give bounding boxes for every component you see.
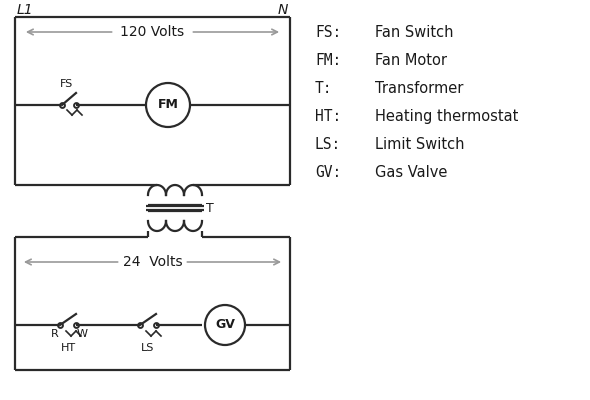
Text: R: R [51,329,59,339]
Text: HT: HT [60,343,76,353]
Text: GV: GV [215,318,235,332]
Text: Heating thermostat: Heating thermostat [375,109,519,124]
Text: L1: L1 [17,3,34,17]
Text: FS: FS [60,79,73,89]
Text: W: W [77,329,88,339]
Text: Limit Switch: Limit Switch [375,137,464,152]
Text: T: T [206,202,214,214]
Text: LS:: LS: [315,137,341,152]
Text: 24  Volts: 24 Volts [123,255,182,269]
Text: FM:: FM: [315,53,341,68]
Text: Fan Motor: Fan Motor [375,53,447,68]
Text: N: N [278,3,288,17]
Text: GV:: GV: [315,165,341,180]
Text: FS:: FS: [315,25,341,40]
Text: FM: FM [158,98,178,112]
Text: 120 Volts: 120 Volts [120,25,185,39]
Text: Transformer: Transformer [375,81,463,96]
Text: HT:: HT: [315,109,341,124]
Text: LS: LS [142,343,155,353]
Text: T:: T: [315,81,333,96]
Text: Fan Switch: Fan Switch [375,25,454,40]
Text: Gas Valve: Gas Valve [375,165,447,180]
